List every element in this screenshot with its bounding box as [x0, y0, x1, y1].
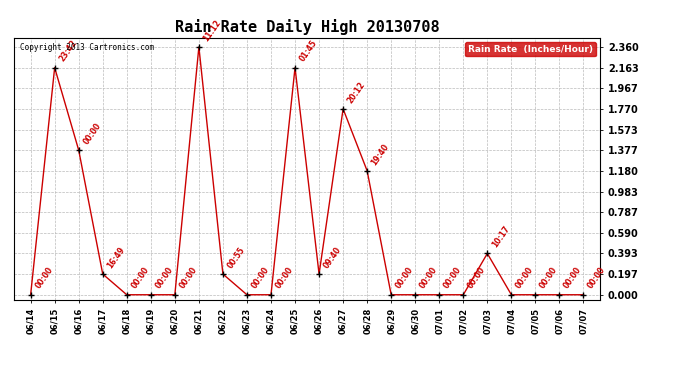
Legend: Rain Rate  (Inches/Hour): Rain Rate (Inches/Hour)	[465, 42, 595, 56]
Text: 23:42: 23:42	[57, 39, 79, 63]
Text: 00:55: 00:55	[226, 245, 247, 270]
Text: 00:00: 00:00	[81, 121, 103, 146]
Text: 00:00: 00:00	[250, 266, 271, 291]
Text: 00:00: 00:00	[538, 266, 560, 291]
Text: 00:00: 00:00	[514, 266, 535, 291]
Text: 11:12: 11:12	[201, 18, 223, 43]
Text: 00:00: 00:00	[154, 266, 175, 291]
Text: 20:12: 20:12	[346, 80, 367, 105]
Text: 00:00: 00:00	[562, 266, 584, 291]
Text: 10:17: 10:17	[490, 224, 511, 249]
Text: 00:00: 00:00	[442, 266, 463, 291]
Text: 00:00: 00:00	[274, 266, 295, 291]
Text: 00:00: 00:00	[466, 266, 487, 291]
Text: 00:00: 00:00	[33, 266, 55, 291]
Text: 00:00: 00:00	[394, 266, 415, 291]
Text: 19:40: 19:40	[370, 142, 391, 166]
Text: 00:00: 00:00	[130, 266, 150, 291]
Text: 00:00: 00:00	[177, 266, 199, 291]
Text: 01:45: 01:45	[298, 39, 319, 63]
Text: 00:00: 00:00	[418, 266, 440, 291]
Text: Copyright 2013 Cartronics.com: Copyright 2013 Cartronics.com	[19, 43, 154, 52]
Text: 00:00: 00:00	[586, 266, 607, 291]
Title: Rain Rate Daily High 20130708: Rain Rate Daily High 20130708	[175, 19, 440, 35]
Text: 16:49: 16:49	[106, 245, 127, 270]
Text: 09:40: 09:40	[322, 245, 343, 270]
